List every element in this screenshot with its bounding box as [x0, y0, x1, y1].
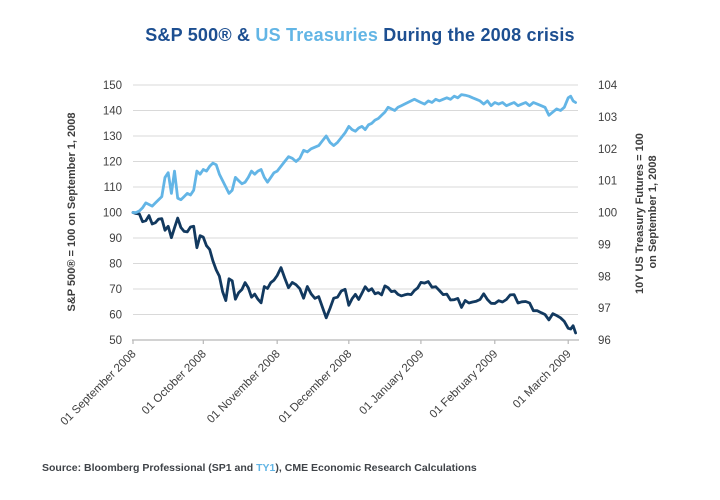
series-lines — [131, 93, 577, 335]
x-tick-label: 01 September 2008 — [59, 348, 139, 428]
x-tick-label: 01 November 2008 — [205, 348, 283, 426]
right-tick-label: 97 — [598, 303, 611, 315]
gridlines — [133, 84, 578, 315]
left-axis-title: S&P 500® = 100 on September 1, 2008 — [66, 113, 78, 312]
x-tick-label: 01 October 2008 — [140, 348, 209, 417]
right-tick-label: 103 — [598, 112, 617, 124]
source-prefix: Source: Bloomberg Professional (SP1 and — [42, 462, 257, 474]
title-crisis: During the 2008 crisis — [378, 25, 575, 45]
right-axis-title-line2: on September 1, 2008 — [647, 155, 659, 268]
x-tick-label: 01 December 2008 — [277, 348, 355, 426]
tick-labels: 150 140 130 120 110 100 90 80 70 60 50 104 103 102 101… — [59, 80, 618, 428]
title-sp500: S&P 500® & — [145, 25, 256, 45]
left-tick-label: 70 — [109, 284, 122, 296]
sp500-series-line — [131, 211, 577, 335]
x-tick-label: 01 February 2009 — [428, 348, 501, 421]
right-tick-label: 100 — [598, 208, 617, 220]
line-chart: 150 140 130 120 110 100 90 80 70 60 50 104 103 102 101… — [59, 80, 659, 428]
right-axis-title-line1: 10Y US Treasury Futures = 100 — [634, 133, 646, 294]
left-tick-label: 130 — [103, 131, 122, 143]
chart-title: S&P 500® & US Treasuries During the 2008… — [0, 25, 720, 46]
left-tick-label: 50 — [109, 335, 122, 347]
right-tick-label: 96 — [598, 335, 611, 347]
left-tick-label: 110 — [104, 182, 122, 194]
x-tick-label: 01 March 2009 — [511, 348, 574, 411]
right-tick-label: 104 — [598, 80, 618, 92]
source-ty1: TY1 — [256, 462, 276, 474]
right-tick-label: 102 — [598, 144, 617, 156]
right-tick-label: 99 — [598, 239, 611, 251]
left-tick-label: 90 — [109, 233, 122, 245]
title-us-treasuries: US Treasuries — [255, 25, 379, 45]
axes — [132, 339, 579, 344]
left-tick-label: 80 — [109, 259, 122, 271]
right-axis-title: 10Y US Treasury Futures = 100 on Septemb… — [634, 130, 659, 294]
left-tick-label: 150 — [103, 80, 122, 92]
x-tick-label: 01 January 2009 — [357, 348, 426, 417]
right-tick-label: 98 — [598, 271, 611, 283]
left-tick-label: 120 — [103, 157, 122, 169]
left-tick-label: 100 — [103, 208, 122, 220]
treasury-series-line — [131, 93, 577, 214]
right-tick-label: 101 — [598, 176, 617, 188]
source-note: Source: Bloomberg Professional (SP1 and … — [42, 462, 477, 474]
left-tick-label: 140 — [103, 106, 122, 118]
left-tick-label: 60 — [109, 310, 122, 322]
source-suffix: ), CME Economic Research Calculations — [275, 462, 477, 474]
